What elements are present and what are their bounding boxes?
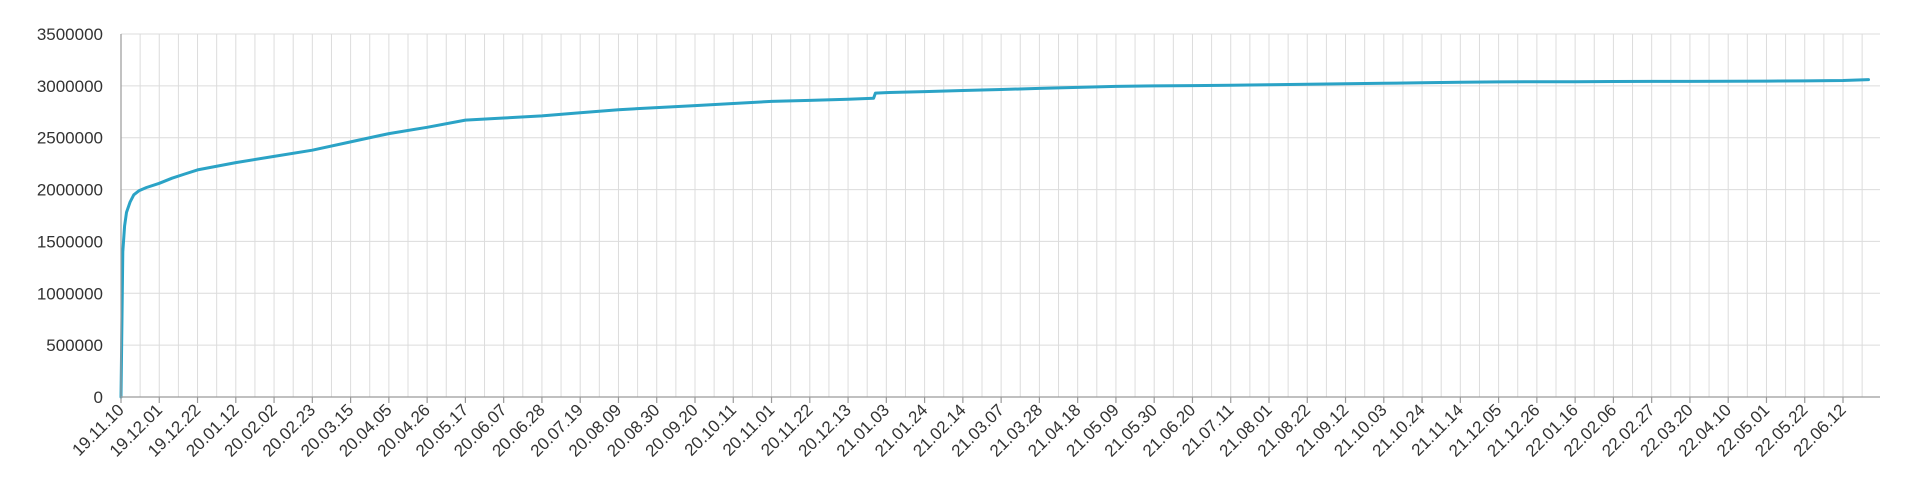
y-tick-label: 1000000 — [37, 284, 103, 303]
y-tick-label: 2000000 — [37, 181, 103, 200]
plot-area — [119, 78, 1870, 399]
y-axis-tick-labels: 0 500000 1000000 1500000 2000000 2500000 30000… — [37, 25, 103, 407]
x-gridlines — [139, 34, 1863, 397]
series-line — [119, 78, 1870, 399]
y-tick-label: 3500000 — [37, 25, 103, 44]
x-axis-tick-labels: 19.11.1019.12.0119.12.2220.01.1220.02.02… — [68, 400, 1849, 460]
y-tick-label: 3000000 — [37, 77, 103, 96]
y-tick-label: 0 — [94, 388, 103, 407]
y-tick-label: 1500000 — [37, 232, 103, 251]
y-tick-label: 500000 — [46, 336, 103, 355]
axes — [120, 34, 1880, 403]
y-tick-label: 2500000 — [37, 129, 103, 148]
y-gridlines — [121, 33, 1880, 346]
